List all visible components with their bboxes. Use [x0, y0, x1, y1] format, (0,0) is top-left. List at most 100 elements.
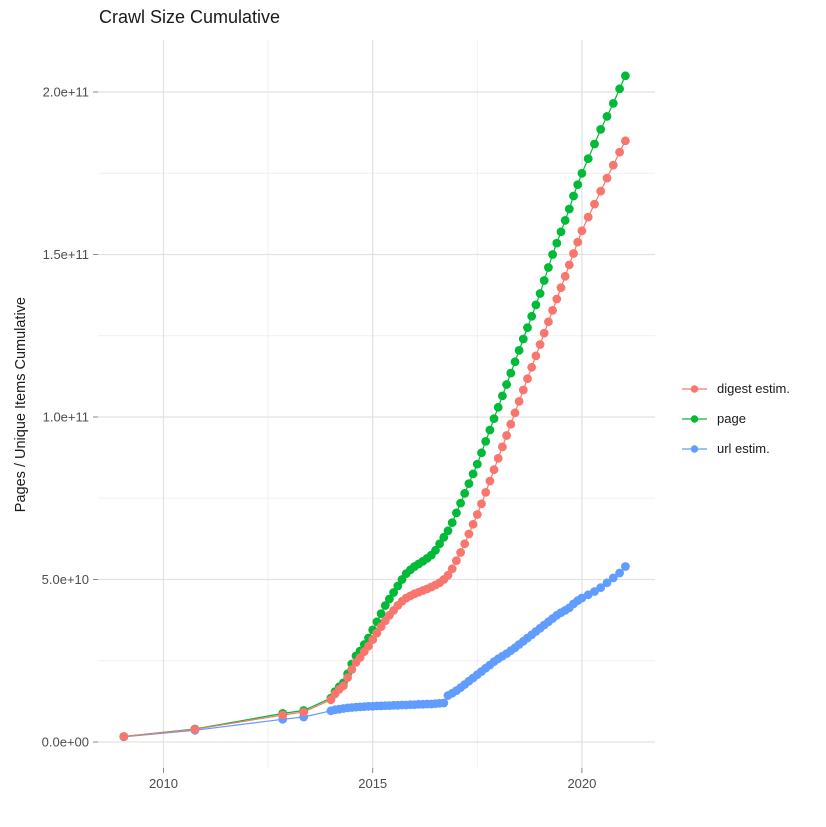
legend-item-url-estim: url estim.	[681, 438, 790, 459]
data-point	[447, 518, 457, 527]
data-point	[435, 539, 444, 549]
y-tick-label: 0.0e+00	[42, 735, 89, 750]
data-point	[573, 180, 583, 190]
series-points-digest-estim-	[119, 136, 630, 741]
data-point	[493, 453, 503, 463]
data-point	[548, 306, 557, 315]
data-point	[380, 601, 390, 610]
y-tick-label: 2.0e+11	[43, 85, 89, 100]
series-line-digest-estim-	[123, 140, 626, 738]
legend-key-url-line-dot-icon	[682, 444, 707, 453]
data-point	[615, 568, 624, 578]
data-point	[527, 362, 537, 372]
data-point	[548, 250, 557, 259]
data-point	[621, 562, 630, 571]
legend: digest estim. page url estim.	[681, 378, 790, 459]
data-point	[439, 698, 449, 708]
data-point	[523, 374, 532, 384]
data-point	[569, 249, 578, 258]
data-point	[472, 510, 482, 519]
data-point	[393, 581, 403, 591]
legend-label-url-estim: url estim.	[717, 441, 770, 456]
data-point	[514, 346, 524, 355]
data-point	[498, 442, 507, 452]
chart-title: Crawl Size Cumulative	[99, 7, 281, 27]
data-point	[523, 323, 532, 332]
data-point	[518, 334, 528, 344]
data-point	[489, 465, 499, 475]
x-tick-label: 2015	[358, 776, 387, 791]
data-point	[447, 564, 457, 574]
data-point	[577, 168, 587, 178]
data-point	[299, 707, 309, 717]
data-point	[498, 391, 507, 401]
data-point	[456, 548, 465, 557]
data-point	[583, 154, 593, 164]
data-point	[481, 437, 491, 446]
y-tick-label: 1.5e+11	[43, 247, 89, 262]
data-point	[502, 380, 511, 389]
legend-label-digest-estim: digest estim.	[717, 381, 790, 396]
data-point	[539, 328, 549, 338]
legend-key-page-line-dot-icon	[682, 414, 707, 423]
data-point	[608, 160, 618, 170]
data-point	[596, 583, 606, 592]
data-point	[456, 498, 465, 508]
legend-key-digest-line-dot-icon	[682, 384, 707, 393]
data-point	[527, 311, 537, 321]
data-point	[468, 519, 478, 529]
legend-label-page: page	[717, 411, 746, 426]
data-point	[602, 173, 612, 183]
data-point	[531, 300, 541, 310]
data-point	[564, 260, 574, 270]
data-point	[556, 227, 566, 237]
data-point	[569, 191, 578, 201]
data-point	[552, 238, 562, 248]
data-point	[368, 635, 378, 644]
data-point	[460, 489, 470, 498]
x-tick-label: 2020	[567, 776, 596, 791]
data-point	[615, 84, 624, 94]
data-point	[464, 529, 474, 539]
data-point	[608, 573, 618, 583]
x-tick-label: 2010	[149, 776, 178, 791]
data-point	[596, 124, 606, 134]
data-point	[468, 469, 478, 479]
data-point	[481, 488, 491, 497]
y-tick-label: 1.0e+11	[43, 410, 89, 425]
data-point	[552, 294, 562, 304]
data-point	[464, 479, 474, 488]
data-point	[364, 641, 373, 651]
data-point	[602, 112, 612, 121]
legend-item-page: page	[681, 408, 790, 429]
data-point	[119, 732, 129, 741]
data-point	[510, 357, 520, 367]
data-point	[608, 99, 618, 108]
data-point	[535, 289, 545, 298]
data-point	[485, 476, 495, 486]
data-point	[544, 317, 553, 327]
data-point	[389, 588, 398, 597]
data-point	[506, 419, 516, 429]
data-point	[621, 136, 630, 146]
data-point	[602, 578, 612, 588]
data-point	[376, 609, 386, 618]
data-point	[452, 508, 461, 518]
data-point	[431, 545, 440, 555]
data-point	[590, 139, 599, 149]
data-point	[615, 147, 624, 157]
legend-item-digest-estim: digest estim.	[681, 378, 790, 399]
data-point	[544, 263, 553, 272]
data-point	[485, 425, 495, 435]
data-point	[190, 724, 200, 734]
data-point	[385, 594, 394, 604]
data-point	[621, 71, 630, 81]
data-point	[573, 237, 583, 247]
data-point	[493, 402, 503, 412]
data-point	[477, 448, 486, 458]
data-point	[560, 216, 570, 225]
data-point	[489, 414, 499, 423]
data-point	[564, 204, 574, 214]
